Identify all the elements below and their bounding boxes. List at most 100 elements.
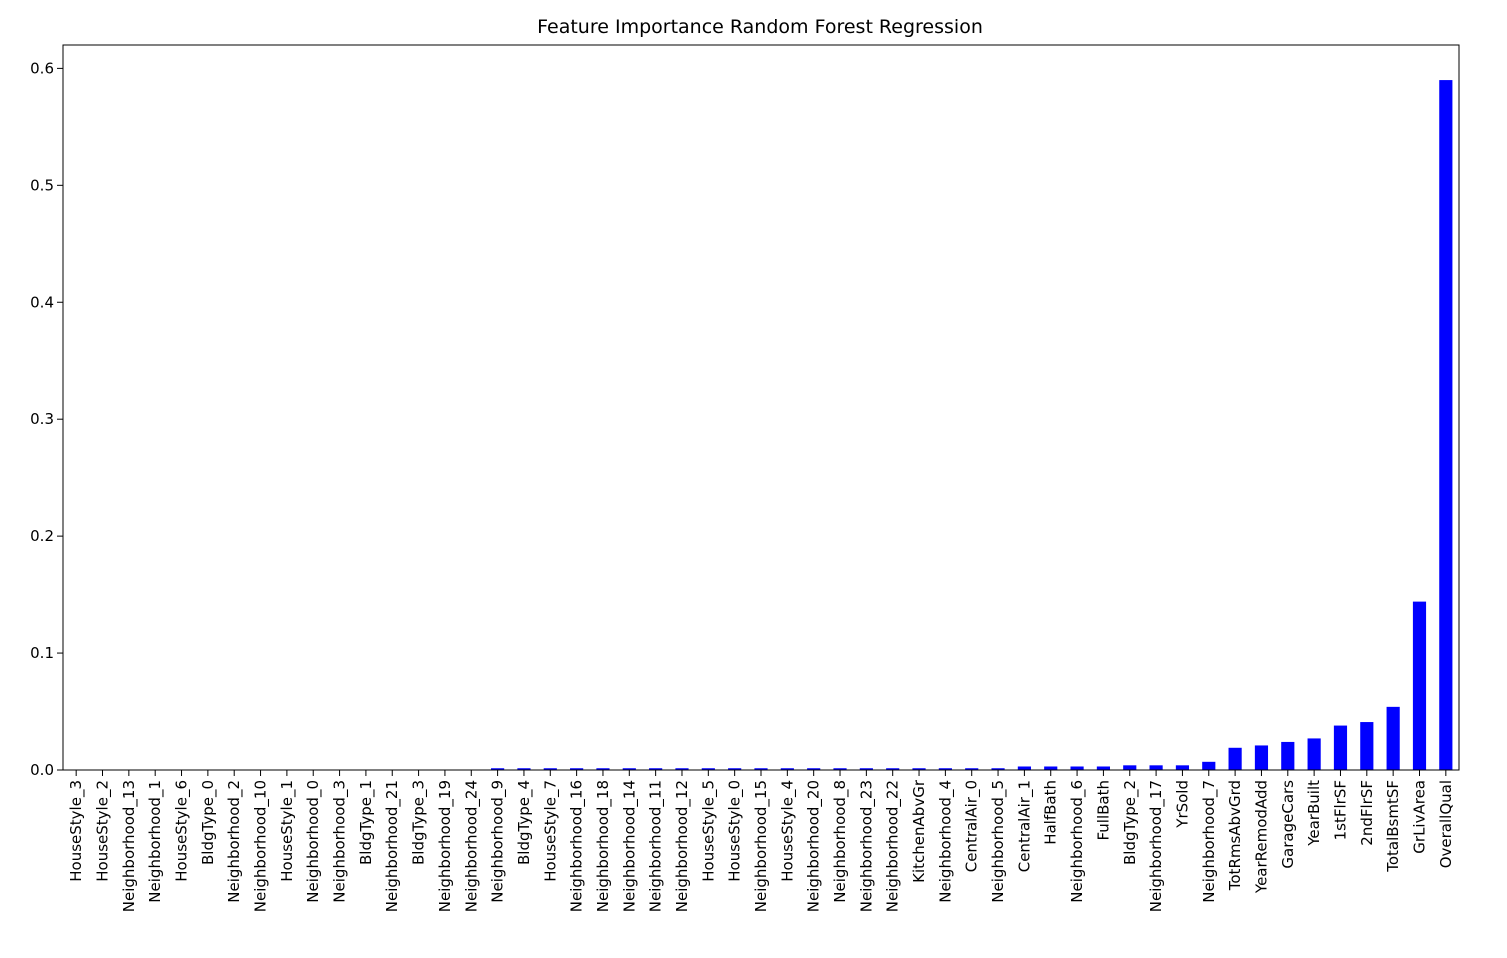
x-tick-label: FullBath: [1094, 780, 1112, 841]
bar: [543, 768, 557, 770]
x-tick-label: YearRemodAdd: [1252, 780, 1270, 894]
x-tick-label: HouseStyle_4: [778, 780, 797, 882]
bar: [1333, 725, 1348, 770]
bar: [1386, 706, 1400, 770]
bars: [491, 80, 1453, 771]
x-tick-label: BldgType_4: [515, 780, 534, 865]
bar: [1281, 741, 1295, 770]
bar: [622, 768, 636, 770]
bar: [1439, 80, 1453, 771]
x-tick-label: Neighborhood_21: [383, 780, 402, 912]
bar: [991, 768, 1005, 770]
bar: [1044, 766, 1058, 770]
x-tick-label: Neighborhood_13: [120, 780, 139, 912]
bar: [491, 768, 505, 770]
bar: [807, 768, 821, 770]
x-tick-label: HouseStyle_3: [67, 780, 86, 882]
x-tick-label: Neighborhood_0: [304, 780, 323, 903]
x-tick-label: Neighborhood_1: [146, 780, 165, 903]
x-tick-label: Neighborhood_6: [1068, 780, 1087, 903]
bar: [859, 768, 873, 770]
plot-frame: [62, 44, 1460, 771]
x-tick-label: Neighborhood_9: [489, 780, 508, 903]
bar: [1123, 765, 1137, 770]
bar: [728, 768, 742, 770]
x-tick-label: TotalBsmtSF: [1384, 780, 1402, 873]
x-tick-label: Neighborhood_15: [752, 780, 771, 912]
bar: [965, 768, 979, 770]
bar: [1070, 766, 1084, 770]
bar: [1228, 747, 1242, 770]
x-tick-label: Neighborhood_2: [225, 780, 244, 903]
bar: [912, 768, 926, 770]
bar: [886, 768, 900, 770]
x-tick-label: Neighborhood_16: [568, 780, 587, 912]
x-tick-label: HouseStyle_5: [699, 780, 718, 882]
x-tick-label: Neighborhood_11: [647, 780, 666, 912]
y-tick-label: 0.2: [30, 527, 54, 545]
x-tick-label: CentralAir_1: [1015, 780, 1034, 872]
x-tick-label: Neighborhood_8: [831, 780, 850, 903]
x-tick-label: CentralAir_0: [963, 780, 982, 872]
x-tick-label: Neighborhood_10: [252, 780, 271, 912]
y-tick-label: 0.1: [30, 644, 54, 662]
bar: [1149, 765, 1163, 770]
bar: [754, 768, 768, 770]
bar: [1202, 761, 1216, 770]
x-tick-label: Neighborhood_24: [462, 780, 481, 912]
x-tick-label: GrLivArea: [1410, 780, 1428, 854]
chart-title: Feature Importance Random Forest Regress…: [537, 16, 983, 38]
bar: [1360, 722, 1374, 770]
x-axis: HouseStyle_3 HouseStyle_2 Neighborhood_13 N…: [67, 770, 1455, 912]
x-tick-label: 2ndFlrSF: [1358, 780, 1376, 846]
y-axis: 0.0 0.1 0.2 0.3 0.4 0.5 0.6: [30, 59, 63, 779]
x-tick-label: YrSold: [1173, 780, 1191, 829]
x-tick-label: HouseStyle_6: [173, 780, 192, 882]
bar: [1307, 738, 1321, 770]
bar: [675, 768, 689, 770]
bar: [833, 768, 847, 770]
y-tick-label: 0.4: [30, 293, 54, 311]
x-tick-label: OverallQual: [1437, 780, 1455, 868]
x-tick-label: Neighborhood_4: [936, 780, 955, 903]
x-tick-label: KitchenAbvGr: [910, 779, 928, 883]
y-tick-label: 0.6: [30, 59, 54, 77]
bar: [1412, 601, 1427, 770]
bar: [596, 768, 610, 770]
bar: [1017, 766, 1031, 770]
x-tick-label: Neighborhood_17: [1147, 780, 1166, 912]
x-tick-label: BldgType_3: [410, 780, 429, 865]
x-tick-label: HouseStyle_0: [726, 780, 745, 882]
y-tick-label: 0.0: [30, 761, 54, 779]
x-tick-label: Neighborhood_14: [620, 780, 639, 912]
bar: [1096, 766, 1110, 770]
x-tick-label: TotRmsAbvGrd: [1226, 780, 1244, 891]
bar: [938, 768, 952, 770]
x-tick-label: Neighborhood_23: [857, 780, 876, 912]
bar: [701, 768, 715, 770]
x-tick-label: HouseStyle_2: [94, 780, 113, 882]
bar: [780, 768, 794, 770]
bar: [1254, 745, 1269, 770]
x-tick-label: HalfBath: [1042, 780, 1060, 845]
x-tick-label: Neighborhood_12: [673, 780, 692, 912]
x-tick-label: YearBuilt: [1305, 780, 1323, 847]
bar: [649, 768, 663, 770]
y-tick-label: 0.5: [30, 176, 54, 194]
x-tick-label: BldgType_2: [1121, 780, 1140, 865]
x-tick-label: GarageCars: [1279, 780, 1297, 869]
y-tick-label: 0.3: [30, 410, 54, 428]
bar: [517, 768, 531, 770]
bar: [1175, 765, 1190, 770]
x-tick-label: 1stFlrSF: [1331, 780, 1349, 840]
x-tick-label: Neighborhood_22: [884, 780, 903, 912]
x-tick-label: Neighborhood_18: [594, 780, 613, 912]
x-tick-label: Neighborhood_5: [989, 780, 1008, 903]
x-tick-label: Neighborhood_20: [805, 780, 824, 912]
x-tick-label: HouseStyle_7: [541, 780, 560, 882]
x-tick-label: Neighborhood_7: [1200, 780, 1219, 903]
x-tick-label: Neighborhood_3: [331, 780, 350, 903]
bar: [570, 768, 584, 770]
x-tick-label: BldgType_0: [199, 780, 218, 865]
